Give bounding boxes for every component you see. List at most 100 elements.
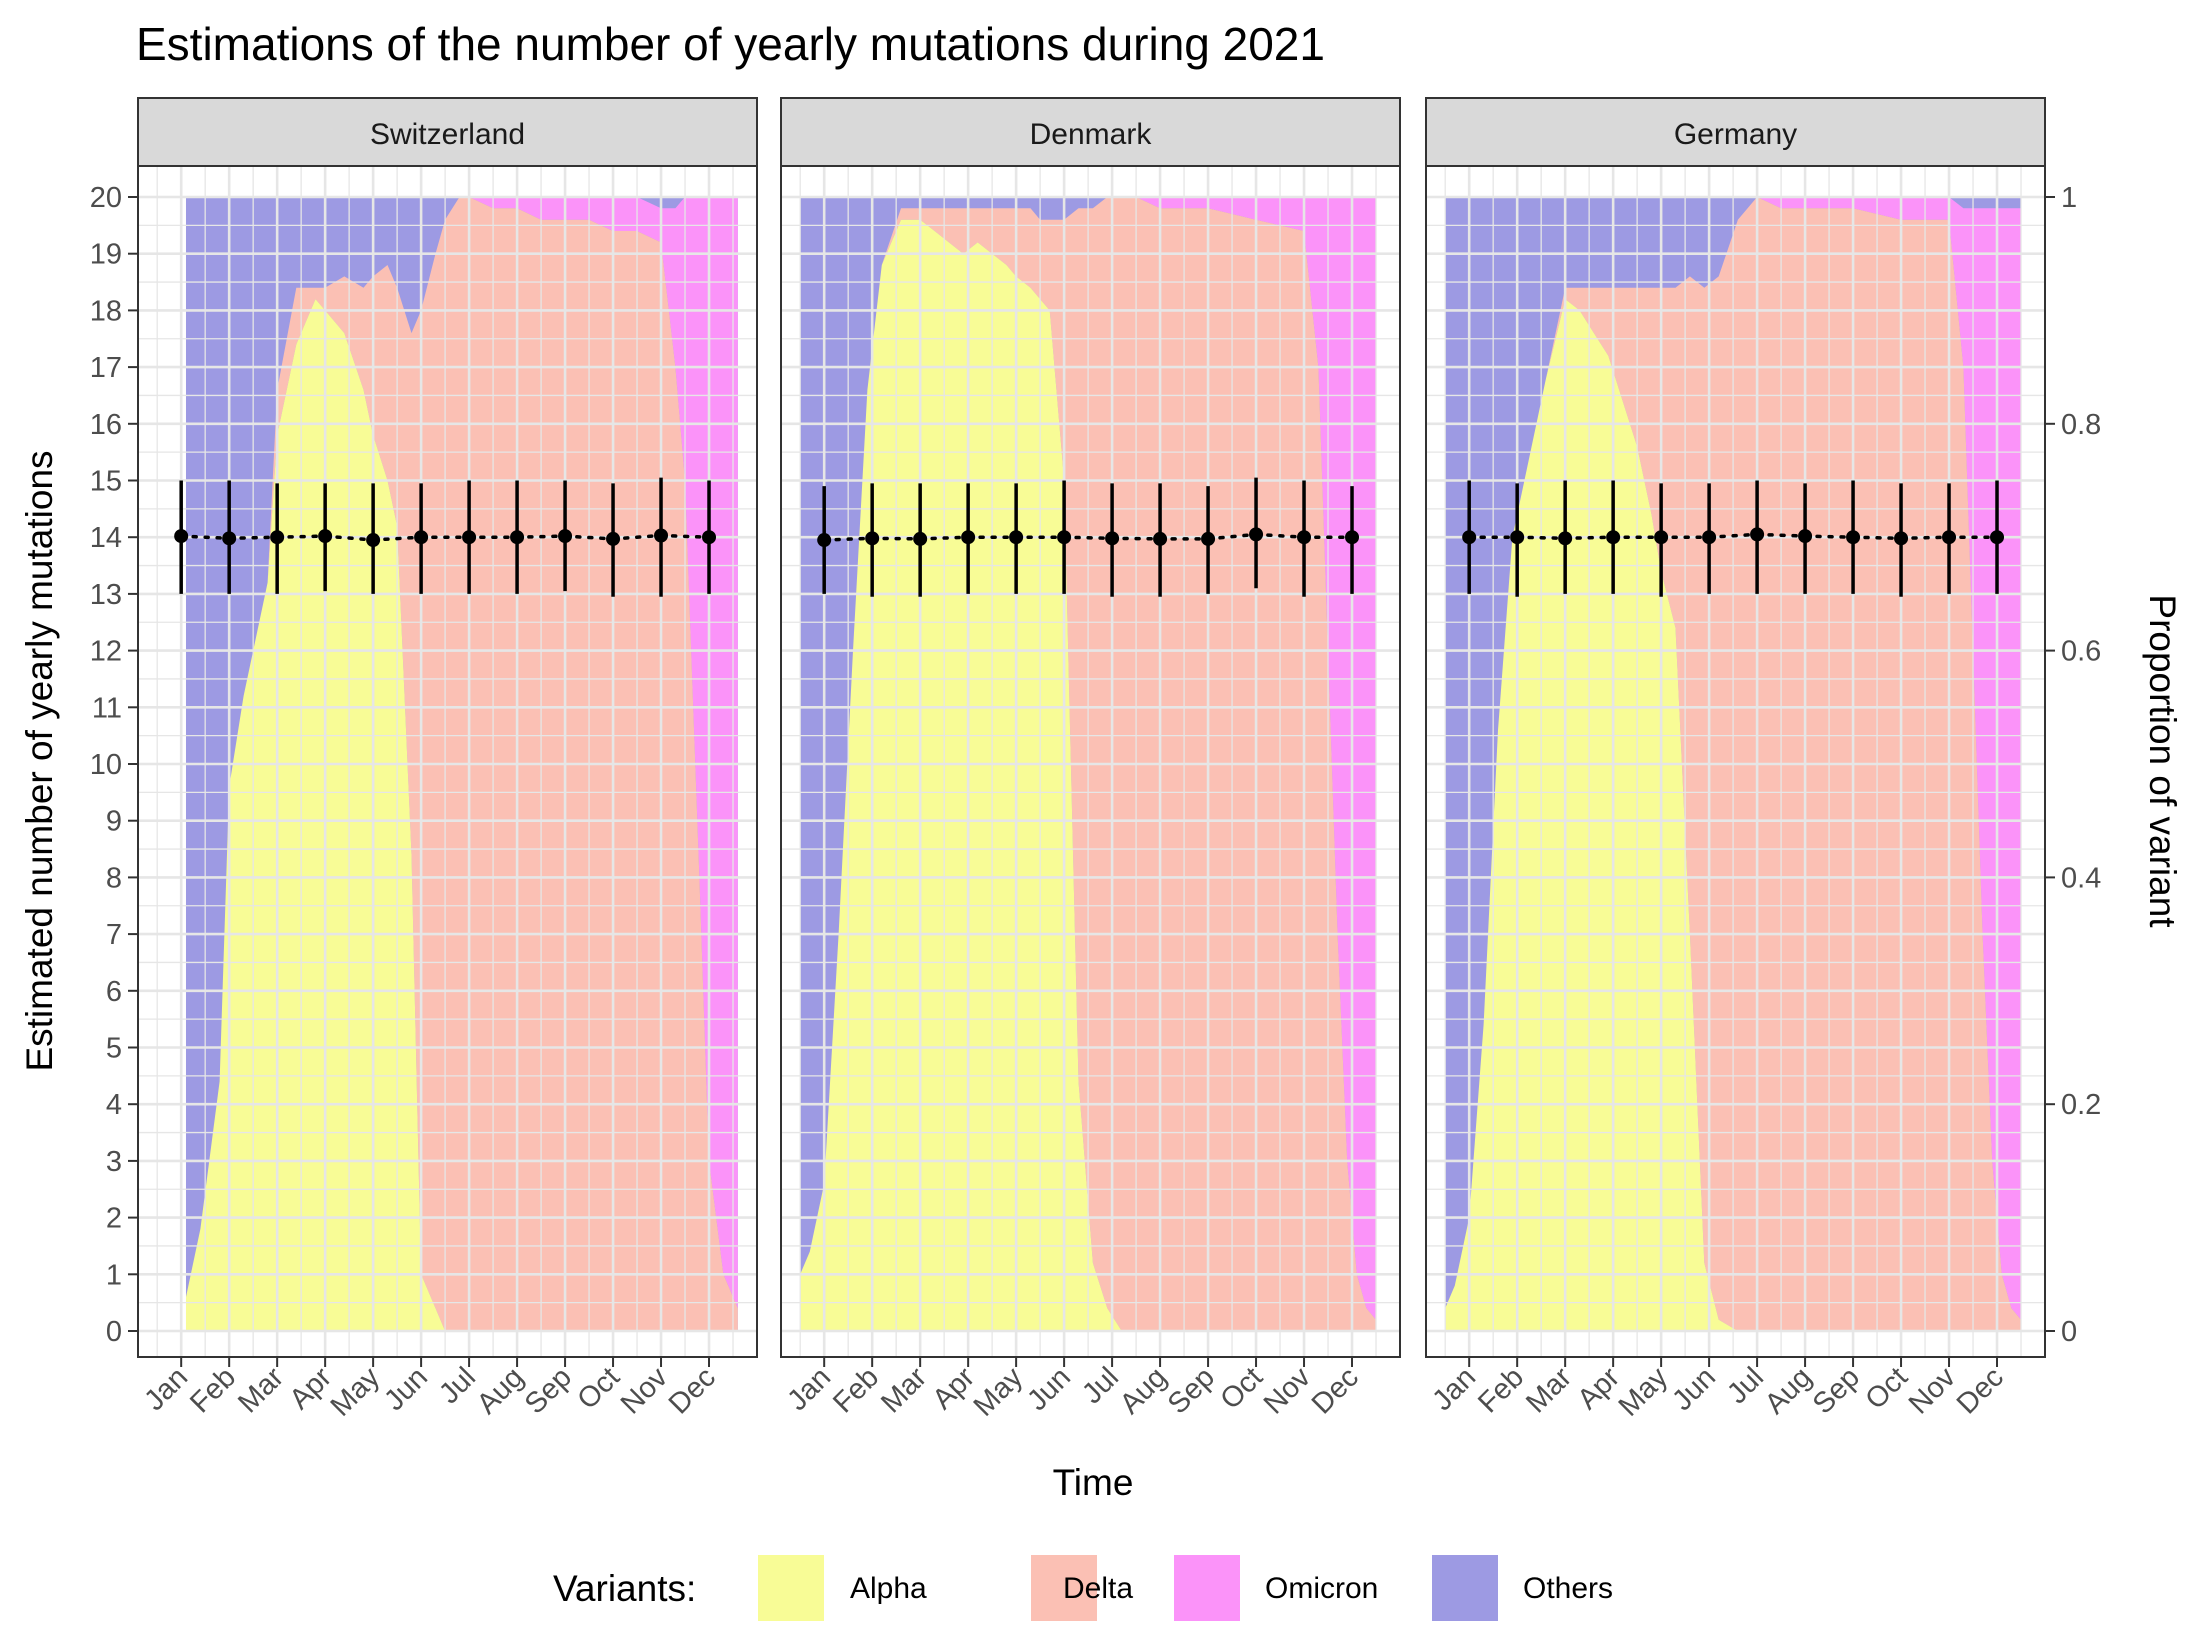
estimate-point (1894, 531, 1909, 546)
y-tick-label: 3 (106, 1146, 122, 1178)
y-tick-label: 1 (106, 1259, 122, 1291)
y-tick-label: 4 (106, 1089, 122, 1121)
y-tick-label: 6 (106, 976, 122, 1008)
estimate-point (654, 528, 669, 543)
estimate-point (1990, 530, 2005, 545)
grid (781, 166, 1400, 1357)
estimate-point (510, 530, 525, 545)
legend-label-others: Others (1523, 1572, 1613, 1605)
y-tick-label: 11 (92, 692, 122, 724)
y2-tick-label: 0.8 (2061, 409, 2101, 441)
y-axis-right: 0 0.2 0.4 0.6 0.8 1 (2045, 182, 2101, 1348)
legend-key-alpha (758, 1555, 824, 1621)
y-tick-label: 13 (90, 579, 122, 611)
legend-label-alpha: Alpha (850, 1572, 927, 1605)
estimate-point (1345, 530, 1360, 545)
estimate-point (1846, 530, 1861, 545)
y2-tick-label: 0.4 (2061, 862, 2101, 894)
y-axis-label: Estimated number of yearly mutations (19, 450, 60, 1071)
estimate-point (1750, 527, 1765, 542)
y2-axis-label: Proportion of variant (2142, 594, 2183, 928)
estimate-point (1009, 530, 1024, 545)
facet-label: Germany (1674, 118, 1797, 151)
estimate-point (414, 530, 429, 545)
y-tick-label: 5 (106, 1033, 122, 1065)
estimate-point (1297, 530, 1312, 545)
y-tick-label: 15 (90, 466, 122, 498)
estimate-line (1467, 532, 1999, 541)
estimate-point (1249, 527, 1264, 542)
estimate-point (270, 530, 285, 545)
facet-strip (137, 97, 758, 167)
chart-title: Estimations of the number of yearly muta… (136, 18, 1325, 70)
facet-label: Denmark (1030, 118, 1153, 151)
legend: Variants: Alpha Delta Omicron Others (553, 1555, 1613, 1621)
facet-strip (1425, 97, 2046, 167)
estimate-point (1462, 530, 1477, 545)
legend-title: Variants: (553, 1568, 696, 1609)
y2-tick-label: 0.2 (2061, 1089, 2101, 1121)
legend-key-delta (1031, 1555, 1097, 1621)
estimate-point (1942, 530, 1957, 545)
y-tick-label: 7 (106, 919, 122, 951)
panel-border (1425, 165, 2046, 1358)
y-tick-label: 16 (90, 409, 122, 441)
y-tick-label: 17 (90, 352, 122, 384)
legend-label-omicron: Omicron (1265, 1572, 1378, 1605)
y2-tick-label: 1 (2061, 182, 2077, 214)
estimate-point (865, 531, 880, 546)
y-tick-label: 0 (106, 1316, 122, 1348)
y-tick-label: 12 (90, 636, 122, 668)
x-axis-label: Time (1053, 1462, 1134, 1503)
estimate-point (1798, 529, 1813, 544)
estimate-point (1558, 531, 1573, 546)
estimate-point (1201, 531, 1216, 546)
y-tick-label: 9 (106, 806, 122, 838)
estimate-point (318, 529, 333, 544)
estimate-point (606, 531, 621, 546)
estimate-point (1654, 530, 1669, 545)
facet-strip (780, 97, 1401, 167)
estimate-point (366, 533, 381, 548)
estimate-line (179, 533, 711, 542)
y-tick-label: 19 (90, 239, 122, 271)
estimate-point (462, 530, 477, 545)
panel-border (780, 165, 1401, 1358)
estimate-point (961, 530, 976, 545)
y2-tick-label: 0.6 (2061, 636, 2101, 668)
estimate-point (1510, 530, 1525, 545)
estimate-point (1153, 531, 1168, 546)
y-tick-label: 10 (90, 749, 122, 781)
estimate-point (1606, 530, 1621, 545)
grid (138, 166, 757, 1357)
y-tick-label: 18 (90, 295, 122, 327)
estimate-point (558, 529, 573, 544)
legend-key-omicron (1174, 1555, 1240, 1621)
estimate-point (702, 530, 717, 545)
legend-label-delta: Delta (1063, 1572, 1133, 1605)
estimate-point (174, 529, 189, 544)
estimate-point (1702, 530, 1717, 545)
y-tick-label: 8 (106, 862, 122, 894)
facet-label: Switzerland (370, 118, 525, 151)
area-omicron (186, 197, 738, 1309)
estimate-line (822, 532, 1354, 542)
legend-key-others (1432, 1555, 1498, 1621)
y2-tick-label: 0 (2061, 1316, 2077, 1348)
estimate-point (817, 533, 832, 548)
estimate-point (913, 531, 928, 546)
estimate-point (1105, 531, 1120, 546)
panel-border (137, 165, 758, 1358)
estimate-point (1057, 530, 1072, 545)
y-tick-label: 2 (106, 1203, 122, 1235)
y-tick-label: 20 (90, 182, 122, 214)
y-tick-label: 14 (90, 522, 122, 554)
grid (1426, 166, 2045, 1357)
estimate-point (222, 531, 237, 546)
